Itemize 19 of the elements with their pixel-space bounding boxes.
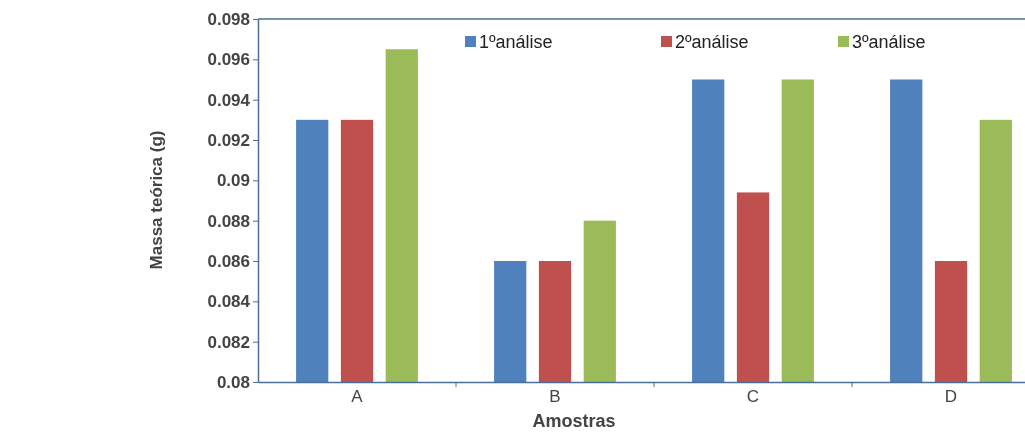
- y-axis-title: Massa teórica (g): [147, 130, 166, 270]
- y-tick-label: 0.086: [207, 251, 250, 271]
- y-tick-label: 0.098: [207, 9, 250, 29]
- y-tick-label: 0.092: [207, 130, 250, 150]
- x-tick-label: D: [944, 387, 958, 407]
- y-tick-label: 0.09: [216, 171, 250, 191]
- x-tick-label: A: [351, 387, 364, 407]
- y-tick-label: 0.088: [207, 211, 250, 231]
- y-tick-label: 0.096: [207, 50, 250, 70]
- y-tick-label: 0.094: [207, 90, 251, 110]
- legend-label: 1ºanálise: [479, 32, 553, 52]
- x-tick-label: B: [549, 387, 561, 407]
- x-axis-title: Amostras: [532, 411, 616, 431]
- y-tick-label: 0.082: [207, 332, 250, 352]
- legend-label: 2ºanálise: [675, 32, 749, 52]
- x-tick-label: C: [746, 387, 760, 407]
- y-tick-label: 0.08: [216, 372, 250, 392]
- legend-label: 3ºanálise: [852, 32, 926, 52]
- y-tick-label: 0.084: [207, 292, 251, 312]
